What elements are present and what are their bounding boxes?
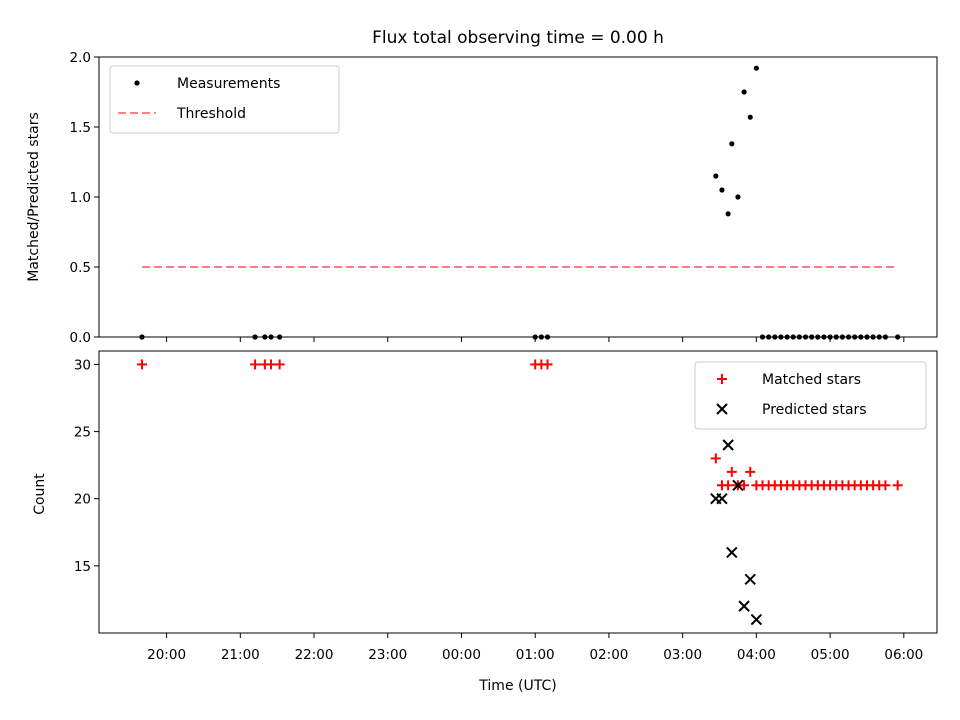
matched-stars-point (745, 466, 756, 477)
x-tick-label: 06:00 (884, 647, 923, 663)
measurements-point (747, 114, 753, 120)
matched-stars-point (726, 466, 737, 477)
bottom-y-tick-label: 25 (74, 425, 91, 441)
matched-stars-point (723, 480, 734, 491)
bottom-y-tick-label: 15 (74, 559, 91, 575)
measurements-point (139, 334, 145, 340)
matched-stars-point (274, 359, 285, 370)
measurements-point (759, 334, 766, 340)
measurements-point (268, 334, 274, 340)
measurements-point (802, 334, 809, 340)
measurements-point (784, 334, 790, 340)
x-tick-label: 01:00 (516, 647, 555, 663)
x-tick-label: 23:00 (368, 647, 407, 663)
chart-title: Flux total observing time = 0.00 h (372, 28, 664, 48)
predicted-stars-point (726, 546, 738, 559)
predicted-stars-legend-marker (716, 403, 728, 415)
measurements-point (882, 334, 888, 340)
predicted-stars-point (716, 493, 728, 505)
measurements-point (725, 211, 731, 217)
x-tick-label: 03:00 (663, 647, 702, 663)
measurements-legend-label: Measurements (177, 76, 280, 92)
measurements-point (544, 334, 551, 340)
measurements-point (827, 334, 833, 340)
measurements-point (766, 334, 772, 340)
measurements-point (809, 334, 815, 340)
measurements-point (753, 65, 759, 71)
matched-stars-point (880, 480, 891, 491)
measurements-point (252, 334, 258, 340)
top-y-tick-label: 2.0 (70, 50, 91, 66)
measurements-point (790, 334, 796, 340)
measurements-point (815, 334, 821, 340)
threshold-legend-label: Threshold (176, 106, 246, 122)
measurements-point (262, 334, 268, 340)
measurements-point (895, 334, 901, 340)
matched-stars-point (137, 359, 148, 370)
matched-stars-legend-marker (717, 374, 727, 384)
top-panel: 0.0 0.5 1.0 1.5 2.0 Measurements Threshold (70, 50, 938, 346)
measurements-point (796, 334, 802, 340)
measurements-point (735, 194, 741, 200)
measurements-point (741, 89, 747, 95)
x-tick-label: 05:00 (811, 647, 850, 663)
predicted-stars-point (744, 573, 756, 585)
matched-stars-point (250, 359, 261, 370)
predicted-stars-point (732, 479, 744, 491)
measurements-point (729, 141, 735, 147)
measurements-point (864, 334, 870, 340)
predicted-stars-legend-label: Predicted stars (762, 402, 867, 418)
predicted-stars-point (722, 439, 734, 451)
bottom-plot-frame (98, 350, 938, 634)
bottom-panel: 15 20 25 30 20:00 21:00 22:00 23:00 00:00 01:00 02… (74, 350, 938, 663)
matched-stars-point (542, 359, 553, 370)
matched-stars-point (739, 480, 750, 491)
top-y-tick-label: 0.0 (70, 330, 91, 346)
measurements-point (713, 173, 719, 179)
x-tick-label: 02:00 (589, 647, 628, 663)
predicted-stars-point (750, 613, 763, 626)
measurements-point (277, 334, 283, 340)
matched-stars-point (892, 480, 903, 491)
top-y-tick-label: 1.0 (70, 190, 91, 206)
bottom-y-axis-label: Count (32, 473, 48, 515)
matched-stars-legend-label: Matched stars (762, 372, 861, 388)
matched-stars-point (710, 453, 721, 464)
x-tick-label: 04:00 (737, 647, 776, 663)
measurements-point (772, 334, 778, 340)
matched-stars-point (266, 359, 277, 370)
top-y-tick-label: 0.5 (70, 260, 91, 276)
top-y-axis-label: Matched/Predicted stars (26, 112, 42, 282)
bottom-y-tick-label: 30 (74, 357, 91, 373)
measurements-point (821, 334, 827, 340)
measurements-point (876, 334, 882, 340)
measurements-point (845, 334, 852, 340)
predicted-stars-point (738, 600, 750, 612)
x-tick-label: 21:00 (221, 647, 260, 663)
measurements-point (852, 334, 858, 340)
measurements-legend-marker (134, 80, 140, 86)
top-legend: Measurements Threshold (109, 65, 340, 134)
measurements-point (858, 334, 864, 340)
measurements-point (833, 334, 839, 340)
bottom-y-tick-label: 20 (74, 492, 91, 508)
measurements-point (778, 334, 784, 340)
bottom-legend: Matched stars Predicted stars (694, 361, 927, 430)
x-axis-label: Time (UTC) (478, 678, 556, 694)
x-tick-label: 20:00 (147, 647, 186, 663)
measurements-point (719, 187, 725, 193)
measurements-point (870, 334, 876, 340)
measurements-point (538, 334, 544, 340)
top-y-tick-label: 1.5 (70, 120, 91, 136)
measurements-point (839, 334, 845, 340)
measurements-point (532, 334, 538, 340)
x-tick-label: 00:00 (442, 647, 481, 663)
x-tick-label: 22:00 (295, 647, 334, 663)
